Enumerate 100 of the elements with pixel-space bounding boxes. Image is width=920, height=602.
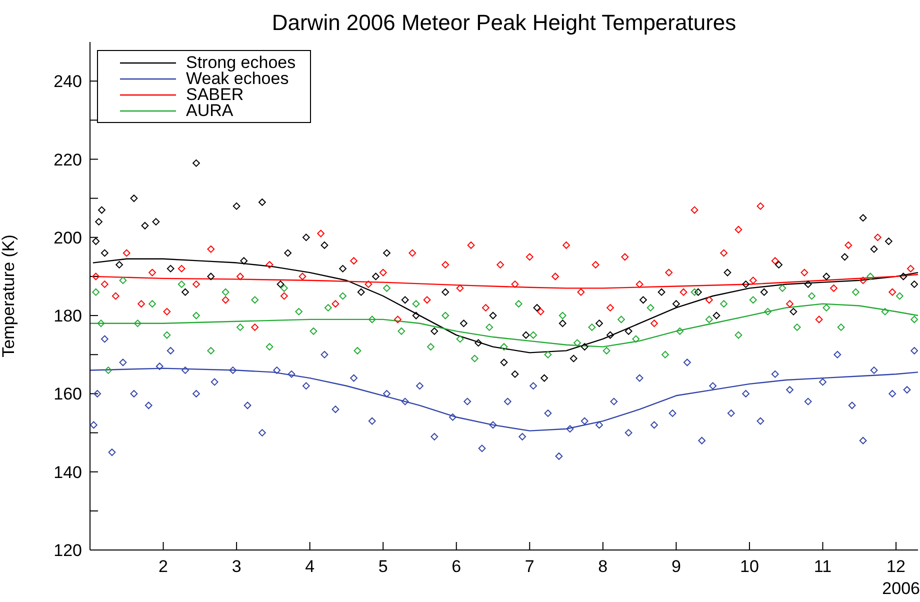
point xyxy=(152,218,160,226)
point xyxy=(258,429,266,436)
point xyxy=(570,354,578,362)
point xyxy=(489,421,497,429)
point xyxy=(819,378,826,386)
point xyxy=(192,312,200,320)
point xyxy=(646,304,654,312)
point xyxy=(317,230,325,238)
point xyxy=(624,429,632,436)
point xyxy=(134,320,142,328)
point xyxy=(900,272,908,280)
point xyxy=(764,308,772,316)
point xyxy=(478,444,486,452)
line-series xyxy=(92,258,918,354)
point xyxy=(734,226,742,234)
point xyxy=(910,280,918,288)
point xyxy=(207,272,215,280)
point xyxy=(514,300,522,308)
point xyxy=(727,410,735,417)
point xyxy=(606,304,614,312)
point xyxy=(401,296,409,304)
point xyxy=(511,280,519,288)
point xyxy=(888,288,896,296)
point xyxy=(588,324,596,331)
point xyxy=(108,448,116,456)
point xyxy=(310,327,318,335)
point xyxy=(90,421,98,429)
point xyxy=(756,417,764,425)
point xyxy=(544,350,552,358)
point xyxy=(295,308,303,316)
point xyxy=(464,398,472,406)
point xyxy=(266,261,274,268)
x-tick-label: 2 xyxy=(158,557,168,576)
y-tick-label: 180 xyxy=(54,306,82,326)
point xyxy=(94,390,102,398)
point xyxy=(822,272,830,280)
point xyxy=(130,194,138,202)
point xyxy=(859,436,867,444)
point xyxy=(650,421,658,429)
point xyxy=(119,276,127,284)
point xyxy=(540,374,548,382)
point xyxy=(460,320,468,328)
point xyxy=(456,284,464,292)
point xyxy=(771,370,779,378)
point xyxy=(859,276,867,284)
point xyxy=(530,382,538,390)
point xyxy=(822,304,830,312)
point xyxy=(298,272,306,280)
point xyxy=(92,238,100,245)
point xyxy=(408,249,416,257)
point xyxy=(486,324,494,331)
point xyxy=(442,261,450,268)
point xyxy=(427,343,434,350)
point xyxy=(859,214,867,222)
point xyxy=(320,242,328,249)
point xyxy=(416,382,424,390)
point xyxy=(383,284,390,292)
point xyxy=(511,370,519,378)
point xyxy=(100,249,108,257)
point xyxy=(668,410,676,417)
point xyxy=(870,245,878,253)
point xyxy=(112,292,120,300)
point xyxy=(874,234,882,242)
point xyxy=(760,288,768,296)
point xyxy=(474,339,482,347)
x-tick-label: 12 xyxy=(886,557,906,576)
point xyxy=(536,308,544,316)
x-tick-label: 6 xyxy=(452,557,462,576)
point xyxy=(896,292,904,300)
point xyxy=(910,316,918,324)
point xyxy=(665,268,673,276)
point xyxy=(398,327,406,335)
point xyxy=(368,417,376,425)
point xyxy=(544,410,552,417)
point xyxy=(178,264,186,272)
point xyxy=(276,280,284,288)
point xyxy=(192,390,200,398)
point xyxy=(207,347,215,354)
point xyxy=(430,327,438,335)
point xyxy=(720,300,728,308)
point xyxy=(222,296,230,304)
y-tick-label: 140 xyxy=(54,462,82,482)
point xyxy=(771,257,779,265)
legend-label: AURA xyxy=(186,101,234,120)
point xyxy=(207,245,215,253)
point xyxy=(621,253,629,261)
point xyxy=(834,350,842,358)
x-tick-label: 11 xyxy=(814,557,832,576)
point xyxy=(804,398,812,406)
point xyxy=(650,320,658,328)
point xyxy=(320,350,328,358)
point xyxy=(596,421,603,429)
point xyxy=(383,249,390,257)
point xyxy=(423,296,431,304)
y-tick-label: 160 xyxy=(54,384,82,404)
point xyxy=(116,261,124,268)
point xyxy=(720,249,728,257)
point xyxy=(244,402,252,410)
point xyxy=(672,300,680,308)
point xyxy=(683,358,691,366)
